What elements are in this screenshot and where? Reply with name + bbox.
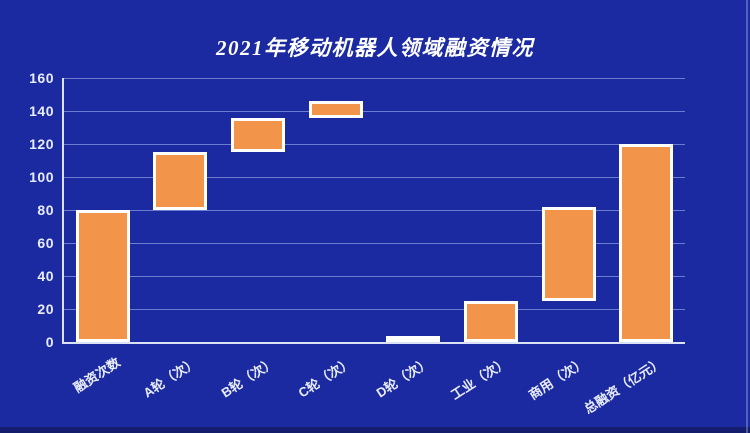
y-tick-label-160: 160 <box>29 70 54 86</box>
bar-1 <box>75 210 130 342</box>
y-tick-label-0: 0 <box>45 334 54 350</box>
plot-area <box>62 78 685 344</box>
bar-4 <box>308 101 363 118</box>
bar-3 <box>231 117 286 153</box>
gridline-20 <box>64 309 685 310</box>
right-border-line <box>746 0 748 433</box>
x-tick-label-6: 工业（次） <box>448 354 511 403</box>
bar-6 <box>463 300 518 342</box>
x-tick-label-3: B轮（次） <box>218 354 278 401</box>
bar-5 <box>386 336 441 342</box>
gridline-120 <box>64 144 685 145</box>
bar-2 <box>153 152 208 210</box>
bar-8 <box>619 144 674 342</box>
bar-7 <box>541 206 596 301</box>
y-tick-label-60: 60 <box>37 235 54 251</box>
x-tick-label-8: 总融资（亿元） <box>581 354 666 417</box>
x-tick-label-5: D轮（次） <box>373 354 434 401</box>
x-tick-label-1: 融资次数 <box>70 354 123 396</box>
gridline-60 <box>64 243 685 244</box>
y-tick-label-20: 20 <box>37 301 54 317</box>
bottom-border-strip <box>0 427 750 433</box>
gridline-140 <box>64 111 685 112</box>
y-tick-label-40: 40 <box>37 268 54 284</box>
gridline-100 <box>64 177 685 178</box>
chart-title: 2021年移动机器人领域融资情况 <box>216 36 534 60</box>
gridline-80 <box>64 210 685 211</box>
gridline-40 <box>64 276 685 277</box>
y-tick-label-140: 140 <box>29 103 54 119</box>
x-tick-label-4: C轮（次） <box>295 354 356 401</box>
y-tick-label-120: 120 <box>29 136 54 152</box>
gridline-160 <box>64 78 685 79</box>
y-tick-label-100: 100 <box>29 169 54 185</box>
x-tick-label-7: 商用（次） <box>525 354 589 403</box>
x-tick-label-2: A轮（次） <box>140 354 201 401</box>
y-tick-label-80: 80 <box>37 202 54 218</box>
